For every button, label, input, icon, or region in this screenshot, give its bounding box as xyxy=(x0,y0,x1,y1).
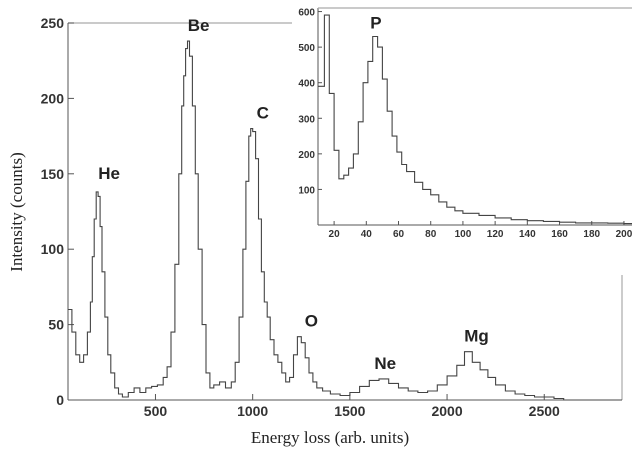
x-tick-label: 1500 xyxy=(334,403,365,419)
y-tick-label: 600 xyxy=(298,8,315,19)
peak-label: Ne xyxy=(374,354,396,373)
inset-ticks: 20 40 60 80 100 120 140 160 180 200 100 200 300 400 50… xyxy=(298,8,632,240)
x-tick-label: 2500 xyxy=(529,403,560,419)
y-tick-label: 300 xyxy=(298,114,315,125)
x-tick-label: 2000 xyxy=(431,403,462,419)
x-tick-label: 200 xyxy=(616,229,633,240)
inset-peak-labels: P xyxy=(370,14,381,33)
inset-background xyxy=(312,4,632,228)
x-tick-label: 60 xyxy=(393,229,405,240)
x-tick-label: 180 xyxy=(583,229,600,240)
y-axis-label: Intensity (counts) xyxy=(7,152,26,271)
x-axis-label: Energy loss (arb. units) xyxy=(251,428,409,447)
main-peak-labels: He Be C O Ne Mg xyxy=(98,16,489,373)
peak-label: Be xyxy=(188,16,210,35)
main-ticks: 500 1000 1500 2000 2500 0 50 100 150 200 250 xyxy=(41,15,560,419)
x-tick-label: 80 xyxy=(425,229,437,240)
y-tick-label: 150 xyxy=(41,166,65,182)
x-tick-label: 100 xyxy=(455,229,472,240)
peak-label: C xyxy=(257,104,269,123)
y-tick-label: 250 xyxy=(41,15,65,31)
y-tick-label: 100 xyxy=(41,241,65,257)
x-tick-label: 20 xyxy=(329,229,341,240)
y-tick-label: 50 xyxy=(48,317,64,333)
y-tick-label: 200 xyxy=(41,90,65,106)
x-tick-label: 120 xyxy=(487,229,504,240)
peak-label: He xyxy=(98,164,120,183)
y-tick-label: 500 xyxy=(298,43,315,54)
y-tick-label: 200 xyxy=(298,150,315,161)
y-tick-label: 400 xyxy=(298,79,315,90)
y-tick-label: 0 xyxy=(56,392,64,408)
peak-label: Mg xyxy=(464,327,489,346)
inset-plot: 20 40 60 80 100 120 140 160 180 200 100 200 300 400 50… xyxy=(298,4,633,240)
x-tick-label: 500 xyxy=(144,403,168,419)
x-tick-label: 160 xyxy=(551,229,568,240)
main-plot: 500 1000 1500 2000 2500 0 50 100 150 200 250 He Be C… xyxy=(41,15,623,419)
x-tick-label: 1000 xyxy=(237,403,268,419)
y-tick-label: 100 xyxy=(298,185,315,196)
x-tick-label: 140 xyxy=(519,229,536,240)
x-tick-label: 40 xyxy=(361,229,373,240)
peak-label: P xyxy=(370,14,381,33)
peak-label: O xyxy=(305,312,318,331)
inset-histogram-line xyxy=(318,14,632,225)
main-histogram-line xyxy=(68,40,622,401)
